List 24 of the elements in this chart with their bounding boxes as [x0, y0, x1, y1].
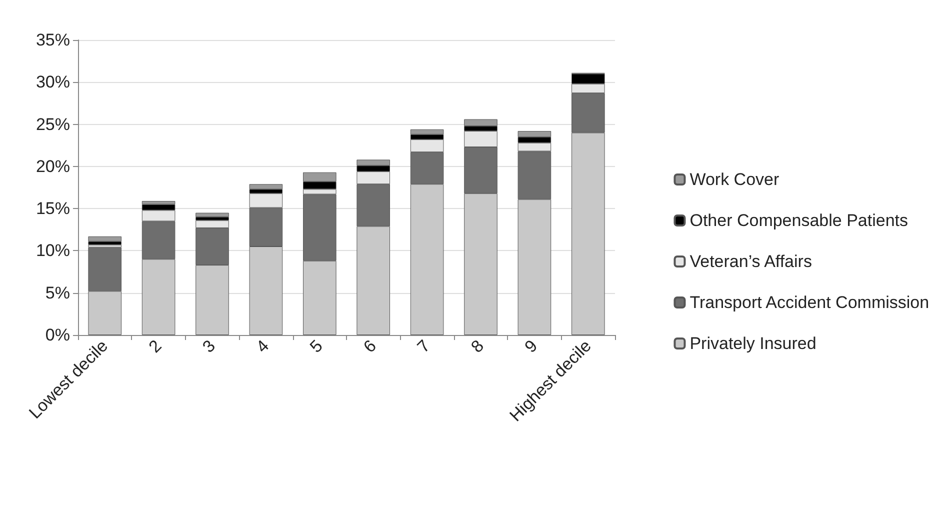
legend-label: Veteran’s Affairs: [690, 252, 812, 271]
legend-label: Other Compensable Patients: [690, 211, 908, 230]
x-tick-label: 9: [521, 336, 542, 356]
y-tick-label: 25%: [36, 114, 70, 134]
bar: [196, 212, 229, 217]
y-tick-label: 0%: [45, 326, 70, 344]
legend-label: Transport Accident Commission: [690, 293, 930, 312]
y-tick-label: 15%: [36, 199, 70, 218]
x-tick-label: 8: [467, 336, 488, 356]
bar: [88, 236, 122, 242]
y-tick-label: 20%: [36, 156, 70, 176]
x-tick-label: 7: [414, 336, 434, 356]
y-tick-label: 5%: [45, 283, 70, 302]
x-tick-label: 5: [306, 336, 326, 356]
x-tick-label: 4: [252, 336, 273, 356]
x-tick-label: 3: [198, 336, 219, 356]
bar: [249, 184, 283, 190]
x-tick-label: 2: [145, 336, 166, 356]
y-tick-label: 10%: [36, 241, 70, 260]
y-tick-label: 30%: [36, 72, 70, 92]
x-tick-label: 6: [360, 336, 380, 356]
y-tick-label: 35%: [36, 30, 70, 50]
legend-label: Work Cover: [690, 170, 780, 189]
legend-label: Privately Insured: [690, 334, 816, 353]
